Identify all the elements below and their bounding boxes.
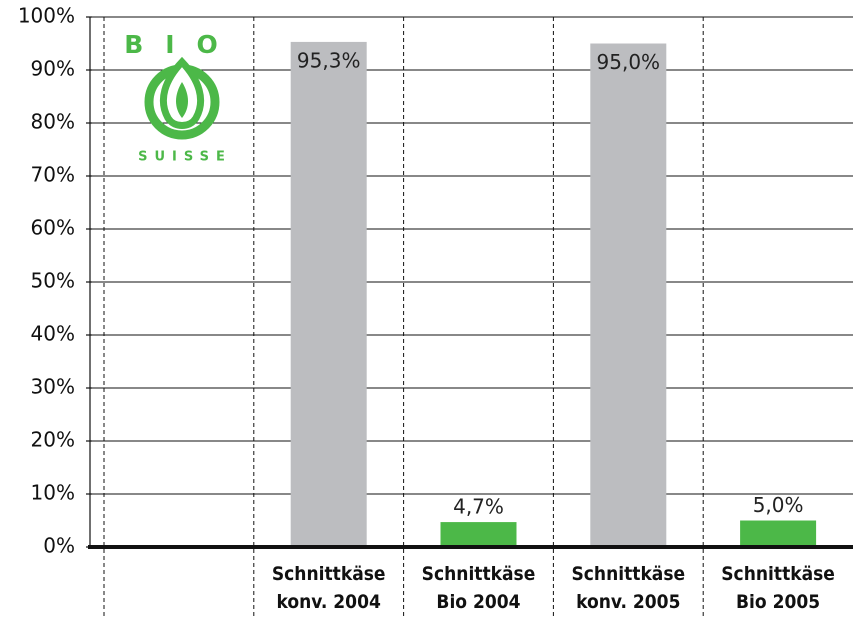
- logo-top: BIO: [124, 30, 240, 59]
- value-label: 4,7%: [453, 495, 504, 519]
- value-label: 95,0%: [597, 50, 661, 74]
- value-label: 95,3%: [297, 48, 361, 72]
- y-tick-label: 70%: [31, 163, 75, 187]
- logo-bottom: SUISSE: [138, 150, 232, 165]
- x-tick-label: Schnittkäse Bio 2004: [421, 563, 536, 613]
- y-tick-label: 50%: [31, 269, 75, 293]
- bar: [290, 41, 367, 547]
- logo-flame-inner: [176, 82, 188, 118]
- y-tick-label: 10%: [31, 481, 75, 505]
- value-label: 5,0%: [753, 493, 804, 517]
- x-tick-label: Schnittkäse konv. 2004: [271, 563, 386, 613]
- y-tick-label: 0%: [43, 534, 75, 558]
- y-tick-label: 30%: [31, 375, 75, 399]
- y-tick-label: 100%: [18, 4, 75, 28]
- y-tick-label: 40%: [31, 322, 75, 346]
- bar: [590, 43, 667, 547]
- y-tick-label: 20%: [31, 428, 75, 452]
- y-tick-label: 60%: [31, 216, 75, 240]
- x-tick-label: Schnittkäse konv. 2005: [571, 563, 686, 613]
- bar: [740, 520, 817, 547]
- logo: BIO SUISSE: [124, 30, 240, 165]
- bar: [440, 522, 517, 547]
- x-tick-label: Schnittkäse Bio 2005: [721, 563, 835, 613]
- y-tick-label: 80%: [31, 110, 75, 134]
- y-tick-label: 90%: [31, 57, 75, 81]
